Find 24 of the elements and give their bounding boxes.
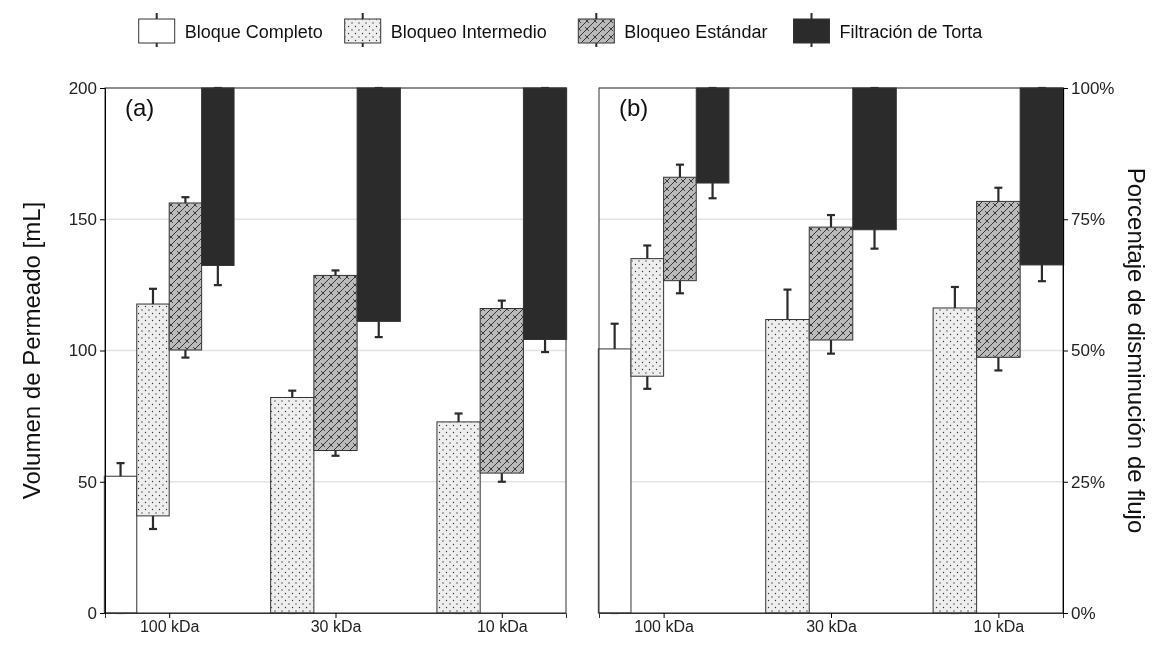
y-axis-title: Volumen de Permeado [mL] — [18, 201, 45, 500]
legend-label: Bloque Completo — [184, 22, 323, 42]
y2-tick-label: 0% — [1071, 603, 1096, 623]
x-tick-label: 30 kDa — [310, 618, 362, 636]
x-tick-label: 10 kDa — [476, 618, 528, 636]
x-tick-label: 100 kDa — [634, 618, 695, 636]
y-tick-label: 200 — [68, 78, 97, 98]
y-tick-label: 150 — [68, 210, 97, 230]
y2-axis-title: Porcentaje de disminución de flujo — [1123, 167, 1150, 534]
annotation: (a) — [125, 94, 155, 121]
x-tick-label: 10 kDa — [973, 618, 1025, 636]
legend-label: Bloqueo Estándar — [624, 22, 768, 42]
x-tick-label: 30 kDa — [806, 618, 857, 636]
y2-tick-label: 50% — [1071, 341, 1106, 361]
y2-tick-label: 75% — [1071, 210, 1106, 230]
x-tick-label: 100 kDa — [139, 618, 200, 636]
y-tick-label: 50 — [78, 472, 97, 492]
y2-tick-label: 100% — [1071, 78, 1115, 98]
legend-label: Filtración de Torta — [839, 22, 984, 42]
annotation: (b) — [619, 94, 649, 121]
y-tick-label: 0 — [87, 603, 97, 623]
y-tick-label: 100 — [68, 341, 97, 361]
legend-label: Bloqueo Intermedio — [390, 22, 547, 42]
y2-tick-label: 25% — [1071, 472, 1106, 492]
